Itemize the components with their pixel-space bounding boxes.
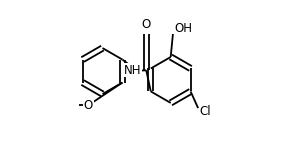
Text: NH: NH xyxy=(124,64,142,77)
Text: O: O xyxy=(84,99,93,112)
Text: Cl: Cl xyxy=(200,105,211,118)
Text: O: O xyxy=(142,18,151,31)
Text: OH: OH xyxy=(174,22,192,35)
